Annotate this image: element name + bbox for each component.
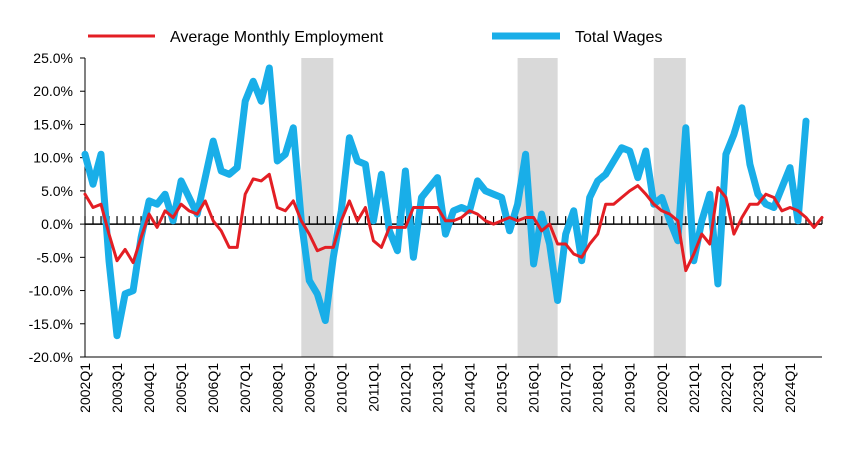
x-tick-label: 2007Q1: [237, 363, 253, 413]
x-tick-label: 2016Q1: [526, 363, 542, 413]
x-tick-label: 2022Q1: [718, 363, 734, 413]
legend-label-employment: Average Monthly Employment: [170, 29, 384, 46]
y-tick-label: -15.0%: [29, 316, 73, 332]
x-tick-label: 2009Q1: [301, 363, 317, 413]
y-tick-label: 5.0%: [41, 183, 73, 199]
x-tick-label: 2017Q1: [558, 363, 574, 413]
recession-shading-group: [301, 58, 686, 357]
x-tick-label: 2010Q1: [333, 363, 349, 413]
x-tick-label: 2013Q1: [429, 363, 445, 413]
y-tick-label: 10.0%: [33, 150, 73, 166]
x-tick-label: 2021Q1: [686, 363, 702, 413]
x-tick-label: 2008Q1: [269, 363, 285, 413]
y-tick-label: -20.0%: [29, 349, 73, 365]
x-tick-label: 2011Q1: [365, 363, 381, 412]
x-tick-label: 2005Q1: [173, 363, 189, 413]
axes-group: 25.0% 20.0% 15.0% 10.0% 5.0% 0.0% -5.0% -10.0% -…: [29, 50, 823, 413]
y-tick-label: 0.0%: [41, 216, 73, 232]
y-tick-label: 15.0%: [33, 116, 73, 132]
x-tick-label: 2023Q1: [750, 363, 766, 413]
x-tick-label: 2003Q1: [109, 363, 125, 413]
x-tick-label: 2024Q1: [782, 363, 798, 413]
y-tick-label: 25.0%: [33, 50, 73, 66]
x-tick-label: 2015Q1: [494, 363, 510, 413]
x-tick-label: 2014Q1: [462, 363, 478, 413]
legend: Average Monthly Employment Total Wages: [88, 29, 662, 46]
series-line-employment: [83, 172, 824, 273]
x-tick-label: 2004Q1: [141, 363, 157, 413]
x-tick-label: 2020Q1: [654, 363, 670, 413]
x-tick-label: 2006Q1: [205, 363, 221, 413]
series-lines-group: [81, 64, 824, 340]
y-tick-label: -10.0%: [29, 283, 73, 299]
recession-band-2: [517, 58, 558, 357]
x-tick-label: 2018Q1: [590, 363, 606, 413]
x-tick-label: 2012Q1: [397, 363, 413, 413]
y-tick-label: 20.0%: [33, 83, 73, 99]
x-tick-label: 2019Q1: [622, 363, 638, 413]
y-tick-label: -5.0%: [36, 249, 73, 265]
x-tick-label: 2002Q1: [77, 363, 93, 413]
legend-label-wages: Total Wages: [575, 29, 662, 46]
series-line-wages: [81, 64, 810, 340]
